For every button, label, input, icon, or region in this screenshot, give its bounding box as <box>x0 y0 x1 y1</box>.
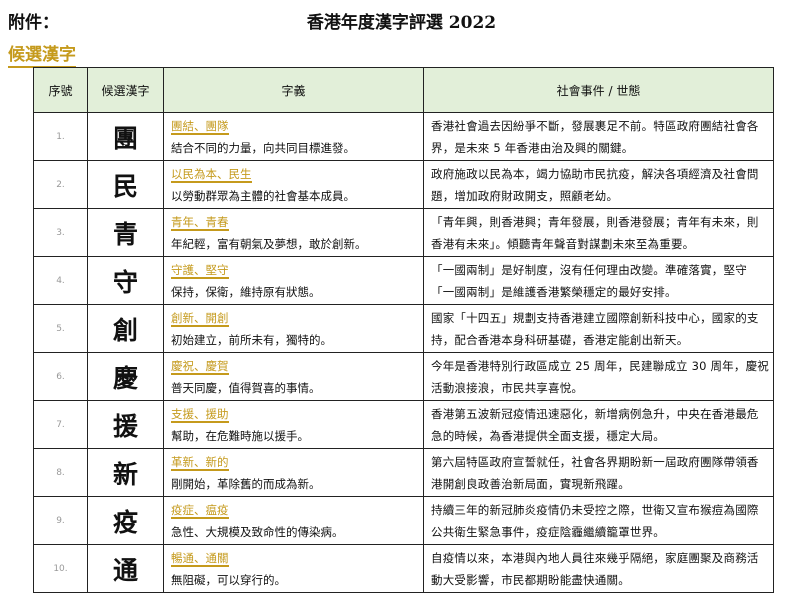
event-cell: 香港社會過去因紛爭不斷，發展裹足不前。特區政府團結社會各界，是未來 5 年香港由… <box>423 112 774 161</box>
meaning-cell: 革新、新的剛開始，革除舊的而成為新。 <box>163 448 424 497</box>
table-row: 1. 團團結、團隊 結合不同的力量，向共同目標進發。 香港社會過去因紛爭不斷，發展裹足… <box>33 112 774 161</box>
candidate-character: 團 <box>87 112 164 161</box>
event-cell: 「青年興，則香港興；青年發展，則香港發展；青年有未來，則香港有未來」。傾聽青年聲… <box>423 208 774 257</box>
table-row: 9. 疫疫症、瘟疫 急性、大規模及致命性的傳染病。 持續三年的新冠肺炎疫情仍未受控之際… <box>33 496 774 545</box>
meaning-cell: 團結、團隊結合不同的力量，向共同目標進發。 <box>163 112 424 161</box>
row-number: 6. <box>33 352 88 401</box>
row-number: 5. <box>33 304 88 353</box>
meaning-cell: 支援、援助幫助，在危難時施以援手。 <box>163 400 424 449</box>
candidate-character: 創 <box>87 304 164 353</box>
keywords: 暢通、通關 <box>171 550 229 567</box>
keywords: 以民為本、民生 <box>171 166 252 183</box>
column-header-number: 序號 <box>33 67 88 113</box>
meaning: 保持，保衛，維持原有狀態。 <box>171 284 321 299</box>
event-cell: 「一國兩制」是好制度，沒有任何理由改變。準確落實，堅守「一國兩制」是維護香港繁榮… <box>423 256 774 305</box>
annex-label: 附件： <box>8 13 59 33</box>
table-row: 7. 援支援、援助 幫助，在危難時施以援手。 香港第五波新冠疫情迅速惡化，新增病例急升… <box>33 400 774 449</box>
table-row: 4. 守守護、堅守 保持，保衛，維持原有狀態。 「一國兩制」是好制度，沒有任何理由改變… <box>33 256 774 305</box>
row-number: 1. <box>33 112 88 161</box>
table-row: 5. 創創新、開創 初始建立，前所未有，獨特的。 國家「十四五」規劃支持香港建立國際創… <box>33 304 774 353</box>
event-cell: 政府施政以民為本，竭力協助市民抗疫，解決各項經濟及社會問題，增加政府財政開支，照… <box>423 160 774 209</box>
event-cell: 第六屆特區政府宣誓就任，社會各界期盼新一屆政府團隊帶領香港開創良政善治新局面，實… <box>423 448 774 497</box>
candidate-character: 疫 <box>87 496 164 545</box>
meaning: 幫助，在危難時施以援手。 <box>171 428 309 443</box>
meaning-cell: 慶祝、慶賀普天同慶，值得賀喜的事情。 <box>163 352 424 401</box>
meaning-cell: 守護、堅守保持，保衛，維持原有狀態。 <box>163 256 424 305</box>
event-cell: 自疫情以來，本港與內地人員往來幾乎隔絕，家庭團聚及商務活動大受影響，市民都期盼能… <box>423 544 774 593</box>
meaning: 以勞動群眾為主體的社會基本成員。 <box>171 188 355 203</box>
table-row: 6. 慶慶祝、慶賀 普天同慶，值得賀喜的事情。 今年是香港特別行政區成立 25 周年，… <box>33 352 774 401</box>
keywords: 創新、開創 <box>171 310 229 327</box>
row-number: 7. <box>33 400 88 449</box>
meaning: 初始建立，前所未有，獨特的。 <box>171 332 332 347</box>
candidates-table: 序號 候選漢字 字義 社會事件 / 世態 1. 團團結、團隊結合不同的力量，向共同… <box>33 67 774 593</box>
row-number: 3. <box>33 208 88 257</box>
candidate-character: 通 <box>87 544 164 593</box>
event-cell: 國家「十四五」規劃支持香港建立國際創新科技中心，國家的支持，配合香港本身科研基礎… <box>423 304 774 353</box>
meaning-cell: 青年、青春年紀輕，富有朝氣及夢想，敢於創新。 <box>163 208 424 257</box>
meaning: 結合不同的力量，向共同目標進發。 <box>171 140 355 155</box>
table-row: 2. 民以民為本、民生 以勞動群眾為主體的社會基本成員。 政府施政以民為本，竭力協助市… <box>33 160 774 209</box>
meaning: 無阻礙，可以穿行的。 <box>171 572 286 587</box>
column-header-character: 候選漢字 <box>87 67 164 113</box>
keywords: 支援、援助 <box>171 406 229 423</box>
row-number: 9. <box>33 496 88 545</box>
candidate-character: 慶 <box>87 352 164 401</box>
candidate-character: 新 <box>87 448 164 497</box>
meaning-cell: 疫症、瘟疫急性、大規模及致命性的傳染病。 <box>163 496 424 545</box>
table-row: 3. 青青年、青春 年紀輕，富有朝氣及夢想，敢於創新。 「青年興，則香港興；青年發展，… <box>33 208 774 257</box>
meaning: 年紀輕，富有朝氣及夢想，敢於創新。 <box>171 236 367 251</box>
meaning-cell: 以民為本、民生以勞動群眾為主體的社會基本成員。 <box>163 160 424 209</box>
event-cell: 香港第五波新冠疫情迅速惡化，新增病例急升，中央在香港最危急的時候，為香港提供全面… <box>423 400 774 449</box>
table-row: 10. 通暢通、通關 無阻礙，可以穿行的。 自疫情以來，本港與內地人員往來幾乎隔絕，家… <box>33 544 774 593</box>
row-number: 10. <box>33 544 88 593</box>
column-header-event: 社會事件 / 世態 <box>423 67 774 113</box>
candidate-character: 民 <box>87 160 164 209</box>
keywords: 疫症、瘟疫 <box>171 502 229 519</box>
candidate-character: 守 <box>87 256 164 305</box>
section-title: 候選漢字 <box>8 40 76 68</box>
keywords: 守護、堅守 <box>171 262 229 279</box>
candidate-character: 援 <box>87 400 164 449</box>
keywords: 革新、新的 <box>171 454 229 471</box>
row-number: 4. <box>33 256 88 305</box>
table-row: 8. 新革新、新的 剛開始，革除舊的而成為新。 第六屆特區政府宣誓就任，社會各界期盼新… <box>33 448 774 497</box>
candidate-character: 青 <box>87 208 164 257</box>
column-header-meaning: 字義 <box>163 67 424 113</box>
keywords: 慶祝、慶賀 <box>171 358 229 375</box>
meaning-cell: 暢通、通關無阻礙，可以穿行的。 <box>163 544 424 593</box>
table-header-row: 序號 候選漢字 字義 社會事件 / 世態 <box>33 67 774 113</box>
page-title: 香港年度漢字評選 2022 <box>306 13 497 33</box>
meaning: 剛開始，革除舊的而成為新。 <box>171 476 321 491</box>
keywords: 青年、青春 <box>171 214 229 231</box>
event-cell: 持續三年的新冠肺炎疫情仍未受控之際，世衛又宣布猴痘為國際公共衛生緊急事件，疫症陰… <box>423 496 774 545</box>
meaning-cell: 創新、開創初始建立，前所未有，獨特的。 <box>163 304 424 353</box>
event-cell: 今年是香港特別行政區成立 25 周年，民建聯成立 30 周年，慶祝活動浪接浪，市… <box>423 352 774 401</box>
row-number: 8. <box>33 448 88 497</box>
row-number: 2. <box>33 160 88 209</box>
meaning: 普天同慶，值得賀喜的事情。 <box>171 380 321 395</box>
keywords: 團結、團隊 <box>171 118 229 135</box>
meaning: 急性、大規模及致命性的傳染病。 <box>171 524 344 539</box>
